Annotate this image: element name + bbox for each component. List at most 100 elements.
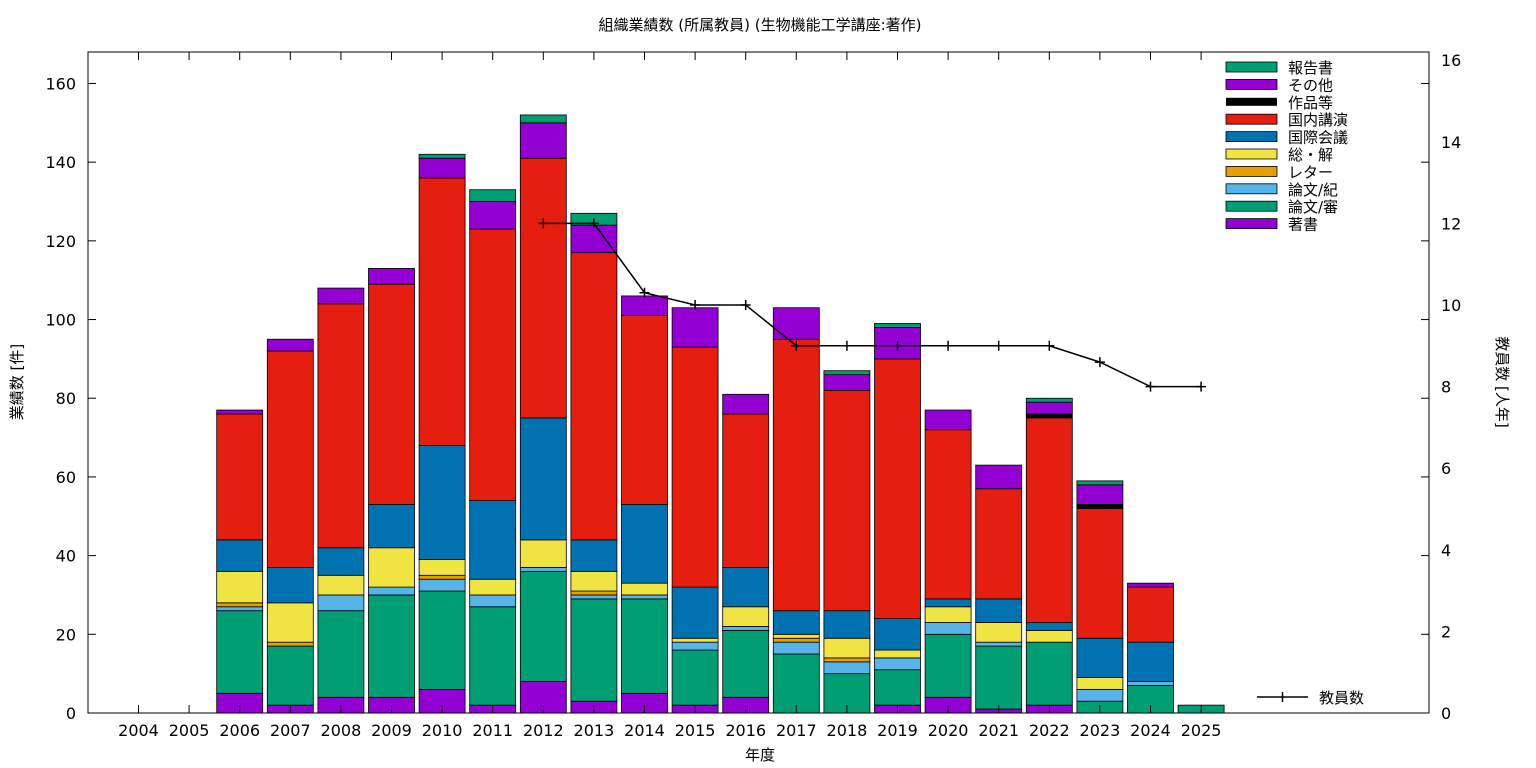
bar-segment [823, 657, 871, 663]
legend-label: 著書 [1288, 216, 1318, 234]
bar-segment [519, 539, 567, 568]
bar-segment [570, 594, 618, 600]
bar-segment [1127, 586, 1174, 643]
bar-segment [570, 590, 618, 596]
bar-segment [671, 346, 719, 588]
bar-segment [874, 358, 921, 619]
bar-segment [1076, 504, 1124, 509]
bar-segment [874, 618, 921, 651]
x-tick-label: 2022 [1029, 721, 1070, 740]
bar-segment [418, 559, 466, 576]
bar-segment [621, 598, 668, 694]
bar-segment [368, 267, 415, 285]
x-tick-label: 2009 [371, 721, 412, 740]
bar-segment [621, 315, 668, 505]
bar-segment [519, 570, 567, 682]
legend-swatch [1225, 131, 1278, 143]
bar-segment [519, 417, 567, 541]
x-tick-label: 2013 [574, 721, 615, 740]
line-point [1196, 381, 1207, 392]
bar-segment [469, 500, 517, 580]
bar-segment [317, 287, 365, 305]
bar-segment [570, 224, 618, 254]
y2-tick-label: 0 [1441, 704, 1451, 723]
bar-segment [874, 657, 921, 671]
bar-segment [368, 594, 415, 698]
bar-segment [266, 350, 314, 568]
bar-segment [317, 574, 365, 596]
bar-segment [722, 626, 770, 631]
bar-segment [469, 578, 517, 596]
bar-segment [469, 228, 517, 501]
bar-segment [1025, 397, 1073, 403]
legend-label: レター [1288, 163, 1333, 181]
bar-segment [266, 602, 314, 643]
bar-segment [621, 594, 668, 600]
x-tick-label: 2017 [776, 721, 817, 740]
y-tick-label: 20 [56, 625, 76, 644]
bar-segment [1076, 688, 1124, 702]
bar-segment [1025, 413, 1073, 419]
x-tick-label: 2014 [624, 721, 665, 740]
x-tick-label: 2016 [725, 721, 766, 740]
bar-segment [722, 393, 770, 415]
bar-segment [722, 567, 770, 608]
x-axis-label: 年度 [745, 746, 775, 764]
bar-segment [570, 252, 618, 541]
x-tick-label: 2018 [827, 721, 868, 740]
bar-segment [469, 201, 517, 230]
bar-segment [772, 641, 820, 655]
bar-segment [975, 645, 1023, 710]
bar-segment [216, 606, 264, 612]
bar-segment [722, 629, 770, 698]
x-tick-label: 2010 [422, 721, 463, 740]
bar-segment [317, 303, 365, 549]
legend-label: 論文/紀 [1288, 181, 1338, 199]
bar-segment [570, 539, 618, 572]
y2-tick-label: 2 [1441, 622, 1451, 641]
bar-segment [418, 445, 466, 560]
y2-axis: 0 2 4 6 8 10 12 14 16 [1441, 51, 1461, 723]
chart-title: 組織業績数 (所属教員) (生物機能工学講座:著作) [598, 16, 921, 34]
line-point [943, 340, 954, 351]
x-tick-label: 2004 [118, 721, 159, 740]
line-point [690, 299, 701, 310]
bar-segment [418, 177, 466, 446]
bar-segment [823, 637, 871, 659]
bar-segment [266, 567, 314, 604]
x-tick-label: 2024 [1130, 721, 1171, 740]
bar-segment [266, 641, 314, 647]
bar-segment [570, 598, 618, 702]
bar-segment [621, 295, 668, 317]
x-tick-label: 2021 [978, 721, 1019, 740]
bar-segment [216, 409, 264, 415]
bar-segment [216, 539, 264, 572]
x-tick-label: 2012 [523, 721, 564, 740]
line-point [1145, 381, 1156, 392]
bar-segment [823, 610, 871, 639]
x-tick-label: 2023 [1080, 721, 1121, 740]
bar-segment [722, 413, 770, 568]
y-tick-label: 100 [45, 311, 76, 330]
line-point [1044, 340, 1055, 351]
bar-segment [1127, 681, 1174, 686]
y-tick-label: 160 [45, 74, 76, 93]
bar-segment [1025, 401, 1073, 415]
bar-segment [823, 389, 871, 612]
bar-segment [772, 610, 820, 635]
bar-segment [975, 598, 1023, 623]
bar-segment [975, 622, 1023, 643]
bar-segment [519, 157, 567, 419]
legend-swatch [1225, 218, 1278, 230]
bar-segment [671, 637, 719, 643]
bar-segment [671, 649, 719, 706]
bar-segment [469, 606, 517, 706]
bar-segment [418, 157, 466, 179]
y-tick-label: 140 [45, 153, 76, 172]
line-point [639, 287, 650, 298]
y-axis-label: 業績数 [件] [8, 344, 26, 420]
legend-swatch [1225, 200, 1278, 212]
line-point [740, 299, 751, 310]
y2-tick-label: 14 [1441, 133, 1461, 152]
